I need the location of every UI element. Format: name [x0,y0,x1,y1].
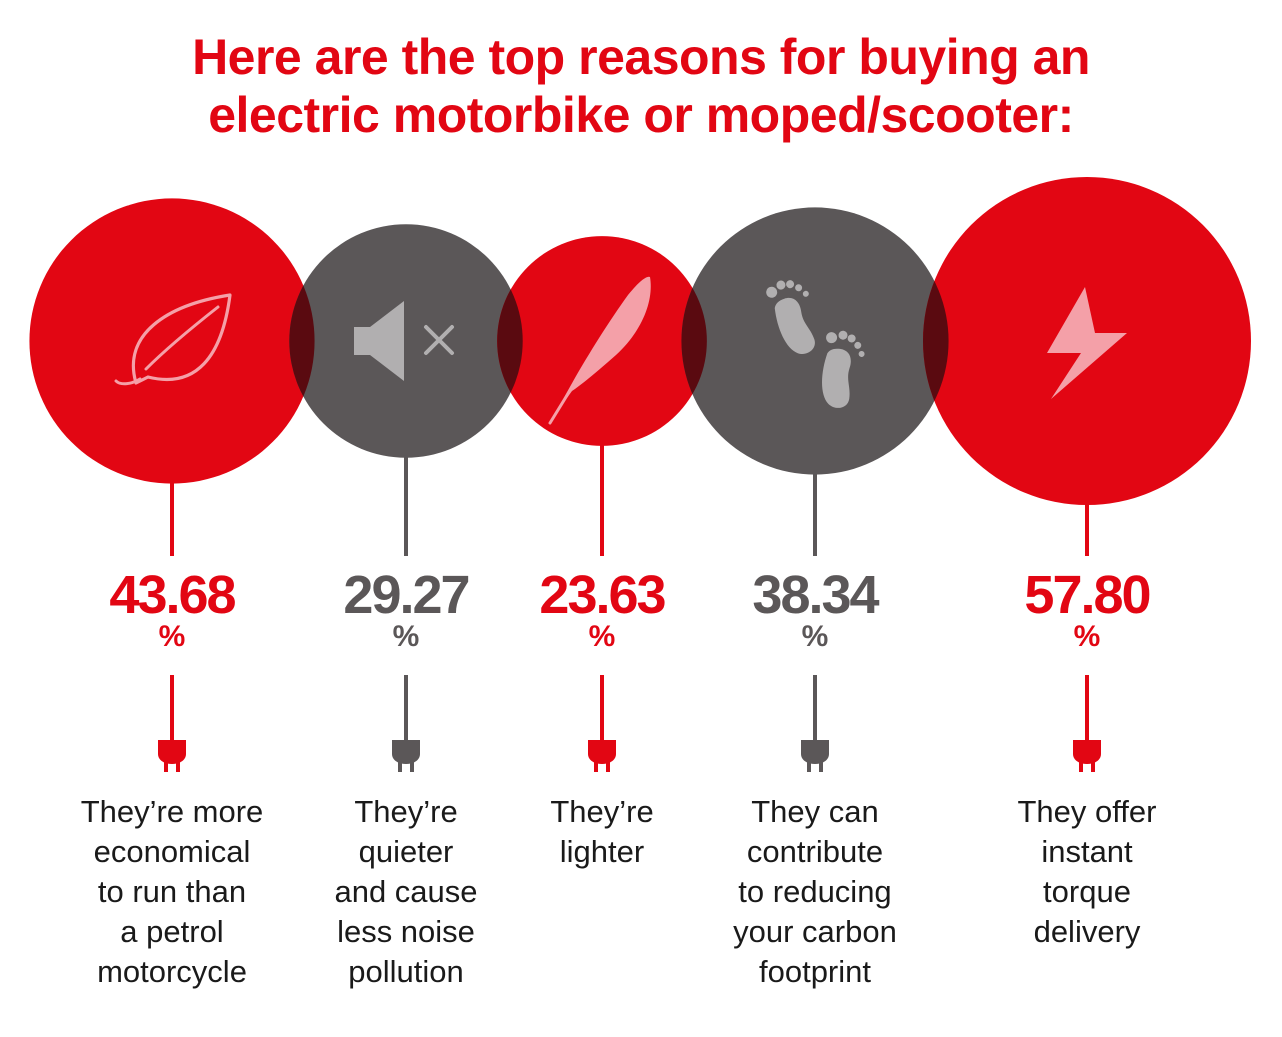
reason-line: They can [751,794,879,829]
reason-text: They offer instant torque delivery [972,792,1202,952]
reason-text: They’re quieter and cause less noise polluti… [291,792,521,992]
reason-line: your carbon [733,914,897,949]
stat-value: 23.63% [482,566,722,654]
stat-unit: % [588,620,616,653]
reason-text: They can contribute to reducing your carbon… [700,792,930,992]
reason-line: to reducing [738,874,892,909]
bubble-1 [29,198,315,484]
reason-text: They’re more economical to run than a petro… [57,792,287,992]
plug-icon [1073,740,1101,772]
reason-line: quieter [358,834,454,869]
stat-unit: % [1073,620,1101,653]
lightning-bolt-icon [1047,287,1127,399]
reason-line: economical [93,834,251,869]
reason-line: a petrol [120,914,224,949]
reason-line: footprint [758,954,871,989]
stat-unit: % [392,620,420,653]
reason-line: delivery [1033,914,1141,949]
reason-line: They’re more [80,794,264,829]
reason-line: lighter [559,834,645,869]
stat-number: 38.34 [752,565,879,625]
plug-icon [588,740,616,772]
page-title: Here are the top reasons for buying an e… [0,28,1282,144]
reason-line: torque [1043,874,1131,909]
stat-number: 23.63 [539,565,666,625]
stat-value: 57.80% [967,566,1207,654]
reason-line: and cause [334,874,478,909]
bubble-2 [289,224,523,458]
stat-unit: % [158,620,186,653]
stat-number: 43.68 [109,565,236,625]
reason-line: instant [1041,834,1133,869]
muted-speaker-icon [354,301,454,381]
title-line-2: electric motorbike or moped/scooter: [208,87,1074,143]
stat-value: 38.34% [695,566,935,654]
stat-number: 29.27 [343,565,470,625]
stat-value: 43.68% [52,566,292,654]
plug-icon [392,740,420,772]
reason-line: pollution [348,954,464,989]
title-line-1: Here are the top reasons for buying an [192,29,1090,85]
stat-value: 29.27% [286,566,526,654]
stat-unit: % [801,620,829,653]
feather-icon [548,276,651,425]
reason-line: to run than [97,874,247,909]
reason-line: contribute [746,834,884,869]
plug-icon [158,740,186,772]
reason-text: They’re lighter [487,792,717,872]
stat-number: 57.80 [1024,565,1151,625]
reason-line: motorcycle [97,954,247,989]
bubble-4 [681,207,949,475]
reason-line: They offer [1017,794,1157,829]
plug-icon [801,740,829,772]
reason-line: They’re [354,794,458,829]
leaf-icon [114,293,232,386]
footprints-icon [766,280,865,408]
reason-line: They’re [550,794,654,829]
reason-line: less noise [337,914,475,949]
